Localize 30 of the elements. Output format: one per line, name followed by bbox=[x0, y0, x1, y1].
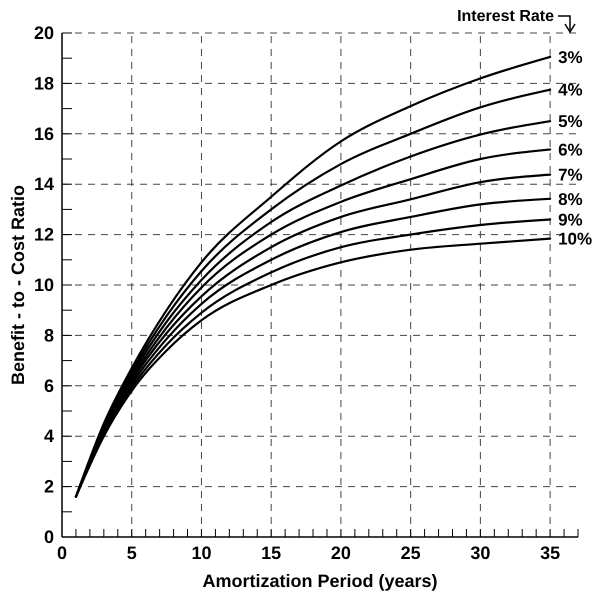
x-tick-label: 30 bbox=[470, 543, 490, 563]
y-tick-label: 6 bbox=[44, 376, 54, 396]
y-tick-label: 0 bbox=[44, 527, 54, 547]
legend-label: 3% bbox=[558, 48, 583, 67]
series-label: 9% bbox=[558, 210, 583, 230]
x-tick-label: 10 bbox=[191, 543, 212, 563]
y-tick-label: 10 bbox=[34, 275, 54, 295]
x-tick-label: 15 bbox=[261, 543, 282, 563]
y-tick-label: 2 bbox=[44, 476, 54, 497]
series-label: 4% bbox=[558, 80, 583, 100]
series-label: 6% bbox=[558, 140, 583, 160]
x-tick-label: 5 bbox=[126, 543, 137, 563]
y-tick-label: 12 bbox=[34, 224, 54, 245]
y-tick-label: 8 bbox=[44, 325, 54, 346]
series-label: 7% bbox=[558, 166, 583, 185]
legend-title: Interest Rate bbox=[457, 8, 554, 25]
series-label: 8% bbox=[558, 190, 583, 209]
y-tick-label: 14 bbox=[34, 174, 54, 194]
y-tick-label: 4 bbox=[44, 426, 54, 446]
x-tick-label: 35 bbox=[540, 543, 560, 563]
x-axis-title: Amortization Period (years) bbox=[202, 571, 438, 591]
y-tick-label: 16 bbox=[34, 124, 54, 144]
y-tick-label: 20 bbox=[34, 23, 54, 43]
x-tick-label: 25 bbox=[400, 543, 421, 563]
x-tick-label: 20 bbox=[330, 543, 351, 563]
x-tick-label: 0 bbox=[56, 543, 68, 563]
y-axis-title: Benefit - to - Cost Ratio bbox=[8, 185, 28, 385]
series-label: 10% bbox=[558, 230, 592, 249]
y-tick-label: 18 bbox=[34, 73, 54, 94]
series-label: 5% bbox=[558, 112, 583, 132]
